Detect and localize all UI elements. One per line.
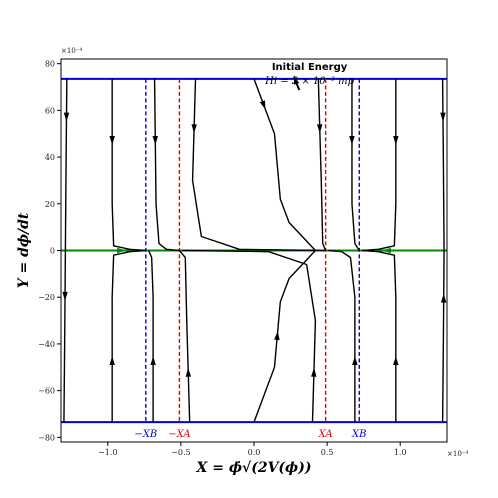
trajectory-arrow-15 <box>393 356 399 366</box>
trajectory-15 <box>362 249 397 423</box>
y-tick-label-1: −60 <box>38 387 55 396</box>
trajectory-14 <box>362 78 397 252</box>
trajectory-11 <box>182 249 317 423</box>
vertical-line-label-1: −XA <box>168 429 190 440</box>
trajectory-0 <box>64 78 68 251</box>
trajectory-4 <box>153 78 180 252</box>
trajectory-arrow-9 <box>274 330 280 341</box>
trajectory-arrow-7 <box>185 367 192 377</box>
x-tick-label-0: −1.0 <box>98 448 117 457</box>
trajectory-3 <box>111 249 146 423</box>
trajectory-arrow-11 <box>311 367 317 377</box>
vertical-line-label-2: XA <box>318 429 333 440</box>
x-tick-label-2: 0.0 <box>248 448 261 457</box>
trajectory-13 <box>328 249 356 423</box>
y-tick-label-5: 20 <box>45 200 55 209</box>
trajectory-arrow-5 <box>150 356 156 366</box>
y-multiplier: ×10⁻⁴ <box>61 47 82 55</box>
y-tick-label-0: −80 <box>38 433 55 442</box>
y-tick-label-2: −40 <box>38 340 55 349</box>
trajectory-10 <box>317 78 327 251</box>
trajectory-arrow-12 <box>349 135 355 145</box>
y-tick-label-6: 40 <box>45 153 55 162</box>
trajectory-arrow-6 <box>191 124 197 134</box>
trajectory-8 <box>253 78 316 251</box>
annotation-subtitle: Hi = 3 × 10⁻³ mp <box>264 76 354 87</box>
annotation-title: Initial Energy <box>272 62 348 73</box>
vertical-line-label-0: −XB <box>134 429 157 440</box>
trajectory-arrow-4 <box>152 135 158 145</box>
trajectory-12 <box>351 78 360 251</box>
trajectory-5 <box>148 250 154 423</box>
x-tick-label-4: 1.0 <box>394 448 407 457</box>
trajectory-arrow-8 <box>259 100 266 110</box>
trajectory-arrow-16 <box>440 112 446 122</box>
x-multiplier: ×10⁻⁴ <box>447 450 468 458</box>
trajectory-6 <box>191 78 326 252</box>
trajectory-17 <box>441 250 445 423</box>
y-axis-label: Y = dϕ/dt <box>16 212 32 288</box>
x-tick-label-1: −0.5 <box>171 448 190 457</box>
trajectory-arrow-10 <box>316 124 323 134</box>
plot-layer: −80 −60 −40 −20 0 20 40 60 80 −1.0 −0.5 0.0 0.5 1.0 ×1… <box>16 47 468 476</box>
annotation-arrow-head <box>293 75 300 85</box>
y-tick-label-8: 80 <box>45 60 55 69</box>
trajectory-arrow-0 <box>63 112 70 122</box>
trajectory-arrow-14 <box>393 135 399 145</box>
vertical-line-label-3: XB <box>351 429 366 440</box>
trajectory-2 <box>111 78 146 252</box>
trajectory-9 <box>253 250 316 423</box>
trajectory-1 <box>63 250 67 423</box>
y-tick-label-4: 0 <box>50 247 55 256</box>
trajectory-7 <box>178 250 191 423</box>
trajectory-16 <box>441 78 445 251</box>
flow-arrow-0 <box>117 247 127 254</box>
trajectory-arrow-3 <box>109 356 115 366</box>
trajectory-arrow-13 <box>352 356 358 366</box>
trajectory-arrow-1 <box>62 291 68 301</box>
x-axis-label: X = ϕ̇√(2V(ϕ)) <box>195 459 311 476</box>
y-tick-label-7: 60 <box>45 106 55 115</box>
plot-area <box>61 77 447 424</box>
y-tick-label-3: −20 <box>38 293 55 302</box>
trajectory-arrow-17 <box>440 293 447 303</box>
x-tick-label-3: 0.5 <box>321 448 334 457</box>
trajectory-arrow-2 <box>109 135 115 145</box>
flow-arrow-1 <box>381 247 391 254</box>
